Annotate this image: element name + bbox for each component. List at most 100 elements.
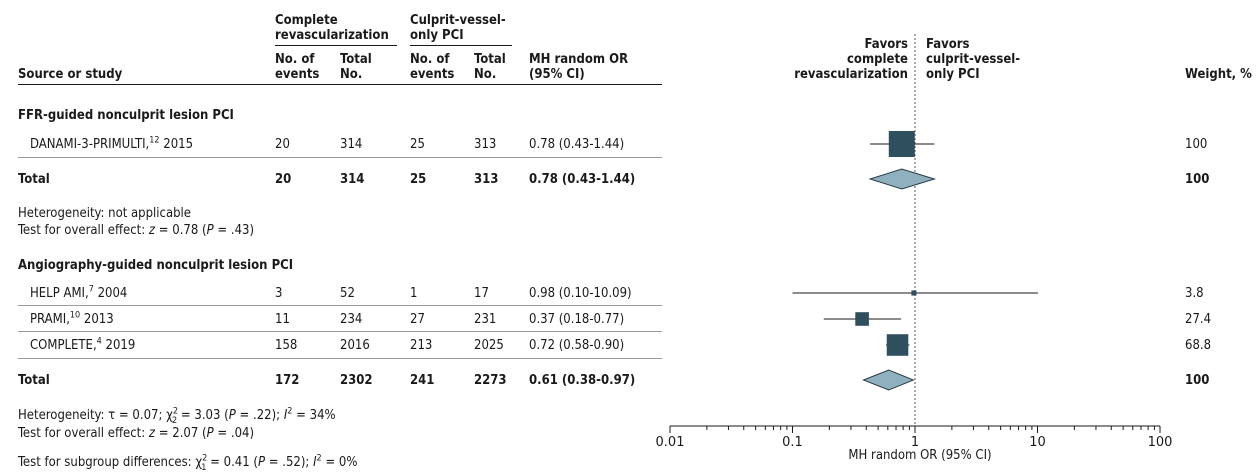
total-1-label: Total xyxy=(18,172,50,187)
pooled-diamond-total1 xyxy=(868,168,937,190)
sd-isup: 2 xyxy=(316,453,322,464)
total-2-ve: 241 xyxy=(410,373,435,388)
study-ref: 12 xyxy=(149,135,160,146)
cell-vn: 231 xyxy=(474,312,497,327)
sd-b: = 0.41 ( xyxy=(206,455,258,470)
cell-ve: 213 xyxy=(410,338,433,353)
sd-sup: 2 xyxy=(202,453,208,464)
total-1-or: 0.78 (0.43-1.44) xyxy=(529,172,636,187)
oe-val: = 0.78 ( xyxy=(155,223,207,238)
culprit-group-header-1: Culprit-vessel- xyxy=(410,13,506,28)
cell-weight: 3.8 xyxy=(1185,286,1204,301)
cell-cn: 234 xyxy=(340,312,363,327)
study-name: DANAMI-3-PRIMULTI, xyxy=(30,137,150,152)
weight-header: Weight, % xyxy=(1185,67,1252,82)
cell-ve: 25 xyxy=(410,137,425,152)
x-tick-label: 0.1 xyxy=(782,435,803,450)
oe-end: = .43) xyxy=(213,223,255,238)
study-year: 2013 xyxy=(80,312,114,327)
total-1-weight: 100 xyxy=(1185,172,1210,187)
culprit-events-header-2: events xyxy=(410,67,455,82)
row-divider xyxy=(18,305,662,306)
study-point-danami xyxy=(888,131,915,157)
cell-or: 0.98 (0.10-10.09) xyxy=(529,286,632,301)
cell-ce: 11 xyxy=(275,312,290,327)
complete-group-header-1: Complete xyxy=(275,13,338,28)
x-axis-label: MH random OR (95% CI) xyxy=(848,448,992,463)
x-tick-label: 0.01 xyxy=(656,435,685,450)
culprit-events-header-1: No. of xyxy=(410,52,450,67)
favors-right-1: Favors xyxy=(926,37,970,52)
study-year: 2015 xyxy=(159,137,194,152)
oe-p: P xyxy=(206,223,214,238)
cell-ve: 27 xyxy=(410,312,425,327)
complete-group-rule xyxy=(275,45,397,46)
cell-or: 0.78 (0.43-1.44) xyxy=(529,137,625,152)
study-row-helpami: HELP AMI,7 2004 xyxy=(30,284,127,301)
study-name: COMPLETE, xyxy=(30,338,97,353)
header-rule xyxy=(18,84,662,85)
favors-left-3: revascularization xyxy=(794,67,908,82)
x-tick-label: 1 xyxy=(911,435,919,450)
complete-total-header-2: No. xyxy=(340,67,363,82)
favors-right-2: culprit-vessel- xyxy=(926,52,1021,67)
sd-sub: 1 xyxy=(201,462,207,473)
oe-p: P xyxy=(206,426,214,441)
culprit-total-header-1: Total xyxy=(474,52,506,67)
favors-right-3: only PCI xyxy=(926,67,980,82)
culprit-group-rule xyxy=(410,45,512,46)
total-2-vn: 2273 xyxy=(474,373,507,388)
het-d: = 34% xyxy=(292,408,336,423)
culprit-group-header-2: only PCI xyxy=(410,28,464,43)
total-1-ce: 20 xyxy=(275,172,292,187)
x-tick-label: 100 xyxy=(1148,435,1173,450)
source-header: Source or study xyxy=(18,67,123,82)
cell-cn: 52 xyxy=(340,286,355,301)
sd-d: = 0% xyxy=(321,455,358,470)
row-divider xyxy=(18,157,662,158)
oe-end: = .04) xyxy=(213,426,255,441)
row-divider xyxy=(18,358,662,359)
cell-vn: 2025 xyxy=(474,338,504,353)
overall-effect-2: Test for overall effect: z = 2.07 (P = .… xyxy=(18,426,254,441)
cell-cn: 2016 xyxy=(340,338,370,353)
overall-effect-1: Test for overall effect: z = 0.78 (P = .… xyxy=(18,223,254,238)
study-ref: 7 xyxy=(88,284,94,295)
heterogeneity-1: Heterogeneity: not applicable xyxy=(18,206,192,221)
total-2-ce: 172 xyxy=(275,373,300,388)
cell-ce: 158 xyxy=(275,338,298,353)
oe-prefix: Test for overall effect: xyxy=(18,426,149,441)
total-2-weight: 100 xyxy=(1185,373,1210,388)
heterogeneity-2: Heterogeneity: τ = 0.07; χ22 = 3.03 (P =… xyxy=(18,406,336,425)
cell-ce: 3 xyxy=(275,286,283,301)
sd-p: P xyxy=(257,455,266,470)
het-b: = 3.03 ( xyxy=(177,408,229,423)
pooled-diamond-total2 xyxy=(862,369,915,391)
study-ref: 10 xyxy=(69,310,81,321)
het-a: Heterogeneity: τ = 0.07; χ xyxy=(18,408,173,423)
cell-vn: 313 xyxy=(474,137,497,152)
oe-val: = 2.07 ( xyxy=(155,426,207,441)
cell-or: 0.72 (0.58-0.90) xyxy=(529,338,625,353)
het-p: P xyxy=(228,408,236,423)
het-i: I xyxy=(283,408,288,423)
study-name: HELP AMI, xyxy=(30,286,89,301)
study-row-danami: DANAMI-3-PRIMULTI,12 2015 xyxy=(30,135,194,152)
or-header-1: MH random OR xyxy=(529,52,629,67)
culprit-total-header-2: No. xyxy=(474,67,497,82)
favors-left-2: complete xyxy=(847,52,908,67)
study-point-prami xyxy=(855,312,869,326)
sd-c: = .52); xyxy=(265,455,314,470)
total-1-vn: 313 xyxy=(474,172,499,187)
favors-left-1: Favors xyxy=(864,37,908,52)
study-year: 2019 xyxy=(101,338,136,353)
study-row-prami: PRAMI,10 2013 xyxy=(30,310,114,327)
total-2-cn: 2302 xyxy=(340,373,373,388)
het-sup: 2 xyxy=(172,406,179,417)
study-name: PRAMI, xyxy=(30,312,70,327)
het-isup: 2 xyxy=(287,406,293,417)
cell-ce: 20 xyxy=(275,137,290,152)
oe-prefix: Test for overall effect: xyxy=(18,223,149,238)
cell-cn: 314 xyxy=(340,137,363,152)
cell-vn: 17 xyxy=(474,286,489,301)
